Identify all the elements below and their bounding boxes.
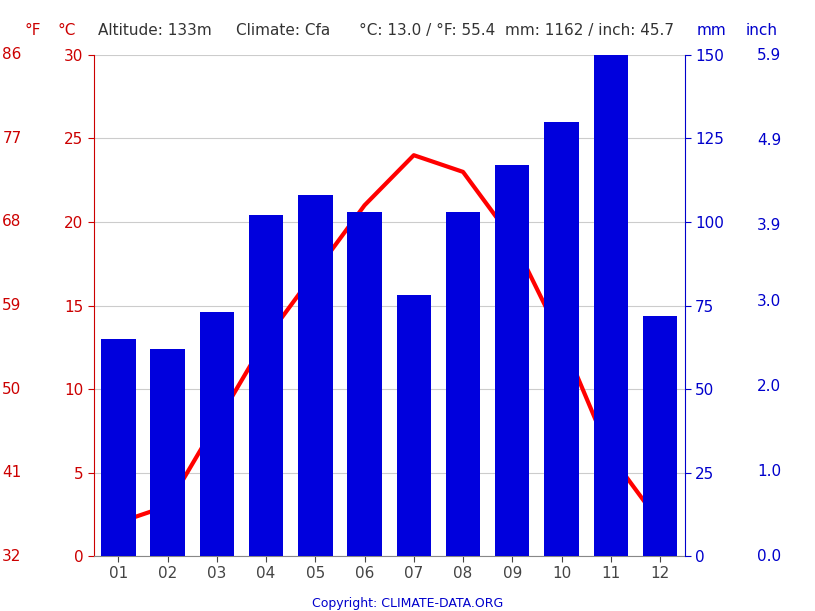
Text: 50: 50	[2, 381, 21, 397]
Bar	[544, 122, 579, 556]
Text: Copyright: CLIMATE-DATA.ORG: Copyright: CLIMATE-DATA.ORG	[312, 597, 503, 610]
Text: 3.0: 3.0	[757, 294, 781, 309]
Text: 32: 32	[2, 549, 21, 563]
Text: inch: inch	[746, 23, 778, 38]
Bar	[446, 212, 480, 556]
Text: 3.9: 3.9	[757, 218, 782, 233]
Bar	[495, 165, 530, 556]
Text: 5.9: 5.9	[757, 48, 781, 63]
Bar	[101, 339, 135, 556]
Bar	[249, 215, 284, 556]
Text: 4.9: 4.9	[757, 133, 781, 148]
Bar	[347, 212, 381, 556]
Text: °C: 13.0 / °F: 55.4: °C: 13.0 / °F: 55.4	[359, 23, 495, 38]
Bar	[643, 315, 677, 556]
Text: 41: 41	[2, 465, 21, 480]
Text: 86: 86	[2, 48, 21, 62]
Bar	[593, 55, 628, 556]
Text: 59: 59	[2, 298, 21, 313]
Text: 0.0: 0.0	[757, 549, 781, 563]
Text: 1.0: 1.0	[757, 464, 781, 478]
Text: 2.0: 2.0	[757, 379, 781, 394]
Bar	[298, 196, 333, 556]
Text: mm: 1162 / inch: 45.7: mm: 1162 / inch: 45.7	[505, 23, 674, 38]
Text: 68: 68	[2, 214, 21, 230]
Bar	[200, 312, 234, 556]
Bar	[150, 349, 185, 556]
Text: 77: 77	[2, 131, 21, 146]
Bar	[397, 296, 431, 556]
Text: °F: °F	[24, 23, 41, 38]
Text: °C: °C	[57, 23, 76, 38]
Text: mm: mm	[697, 23, 727, 38]
Text: Altitude: 133m: Altitude: 133m	[98, 23, 212, 38]
Text: Climate: Cfa: Climate: Cfa	[236, 23, 331, 38]
